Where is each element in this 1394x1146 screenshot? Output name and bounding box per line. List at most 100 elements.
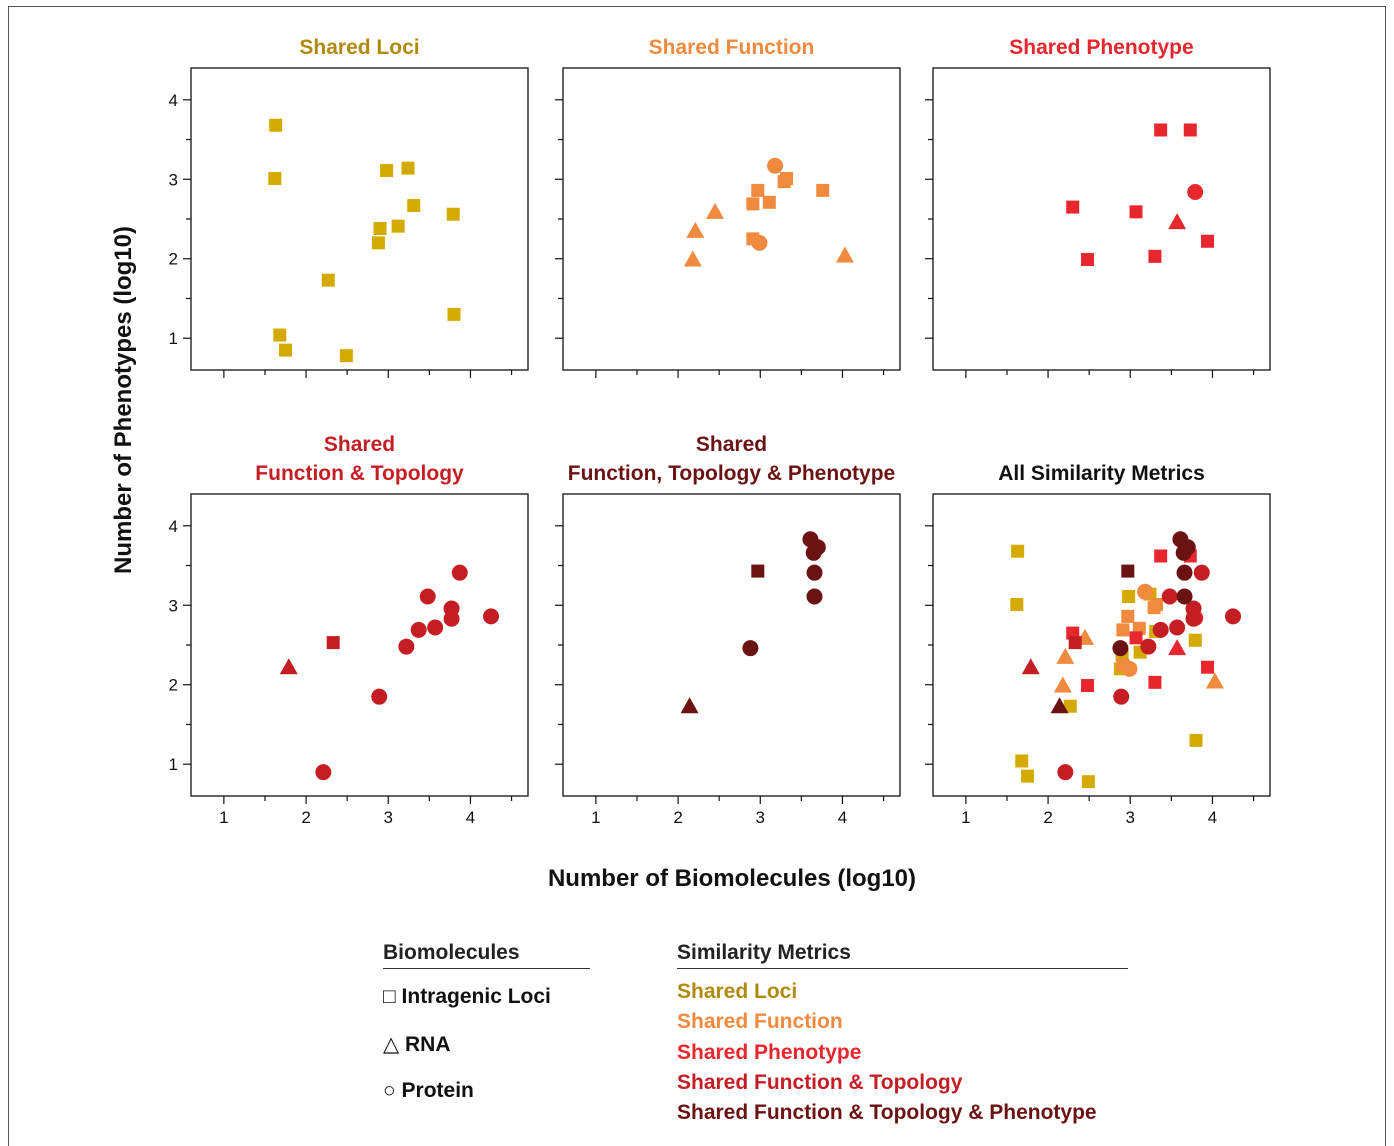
data-point-circle [443,610,460,627]
data-point-square [746,197,760,211]
panel-all: All Similarity Metrics 1 2 3 4 [925,462,1271,827]
data-point-triangle [706,202,725,219]
data-point-circle [1187,183,1204,200]
y-tick-label: 2 [169,250,178,269]
data-point-square [1081,775,1095,789]
data-point-square [1148,675,1162,689]
plot-frame [190,493,529,797]
y-tick-label: 4 [169,91,178,110]
x-tick-label: 1 [219,808,228,827]
data-point-square [339,349,353,363]
y-axis-label: Number of Phenotypes (log10) [110,226,137,574]
data-point-square [1121,564,1135,578]
data-point-circle [1152,621,1169,638]
data-point-circle [1176,588,1193,605]
data-point-circle [1112,640,1129,657]
data-point-square [373,222,387,236]
data-point-square [1154,123,1168,137]
data-point-square [446,207,460,221]
panel-function_topology: Shared Function & Topology 1 2 3 4 1 2 3 4 [169,433,529,827]
legend-label: RNA [405,1033,451,1056]
data-point-circle [1175,544,1192,561]
legend-label: Protein [401,1079,474,1102]
plot-frame [932,493,1271,797]
data-point-square [1081,679,1095,693]
data-point-triangle [1168,213,1187,230]
data-point-circle [1140,638,1157,655]
y-tick-label: 1 [169,755,178,774]
data-point-square [326,636,340,650]
legend-metric-shared-function-topology-phenotype: Shared Function & Topology & Phenotype [677,1101,1097,1124]
data-point-square [777,175,791,189]
data-point-triangle [1053,676,1072,693]
data-point-triangle [1056,647,1075,664]
data-point-circle [1169,619,1186,636]
plot-frame [190,67,529,371]
data-point-circle [767,157,784,174]
panel-ftp: Shared Function, Topology & Phenotype 1 2 3 4 [555,433,901,827]
data-point-square [1015,754,1029,768]
data-point-square [407,198,421,212]
data-point-square [1129,631,1143,645]
y-tick-label: 3 [169,596,178,615]
data-point-square [1021,769,1035,783]
data-point-circle [1057,764,1074,781]
panel-title: Shared Phenotype [1009,36,1193,59]
data-point-square [1188,633,1202,647]
data-point-circle [1161,588,1178,605]
data-point-square [1189,733,1203,747]
panel-title: Shared Loci [299,36,419,59]
data-point-triangle [686,221,705,238]
y-tick-label: 4 [169,517,178,536]
panel-title: Shared [696,433,767,456]
triangle-icon: △ [383,1033,400,1056]
data-point-square [447,307,461,321]
data-point-square [1154,549,1168,563]
y-tick-label: 3 [169,170,178,189]
data-point-triangle [835,246,854,263]
panel-function: Shared Function [555,36,901,378]
data-point-square [268,171,282,185]
data-point-circle [1121,660,1138,677]
legend-item-protein: ○ Protein [383,1079,474,1103]
data-point-circle [742,640,759,657]
data-point-triangle [1205,672,1224,689]
x-tick-label: 2 [1043,808,1052,827]
legend-label: Intragenic Loci [401,985,551,1008]
data-point-square [1011,544,1025,558]
data-point-square [816,183,830,197]
data-point-circle [398,638,415,655]
x-tick-label: 1 [591,808,600,827]
plot-frame [562,67,901,371]
data-point-square [751,183,765,197]
data-point-square [1068,636,1082,650]
x-tick-label: 2 [673,808,682,827]
data-point-square [1201,234,1215,248]
data-point-square [1066,200,1080,214]
figure-frame [8,6,1386,1146]
legend-item-rna: △ RNA [383,1032,451,1057]
biomolecules-legend-rule [383,968,590,969]
data-point-circle [483,608,500,625]
panels: Shared Loci 1 2 3 4 Shared Function Shared Phe… [169,36,1271,827]
data-point-square [1147,601,1161,615]
data-point-triangle [279,658,298,675]
data-point-circle [806,564,823,581]
data-point-square [269,118,283,132]
panel-title: All Similarity Metrics [998,462,1205,485]
legend-metric-shared-function-topology: Shared Function & Topology [677,1071,963,1094]
data-point-circle [1113,688,1130,705]
metrics-legend-title: Similarity Metrics [677,941,851,964]
x-tick-label: 3 [384,808,393,827]
plot-frame [562,493,901,797]
data-point-circle [410,621,427,638]
data-point-circle [451,564,468,581]
panel-title: Shared Function [649,36,815,59]
x-axis-label: Number of Biomolecules (log10) [548,865,916,892]
data-point-square [1121,609,1135,623]
data-point-triangle [683,250,702,267]
data-point-square [1116,623,1130,637]
circle-icon: ○ [383,1079,396,1102]
data-point-square [371,236,385,250]
